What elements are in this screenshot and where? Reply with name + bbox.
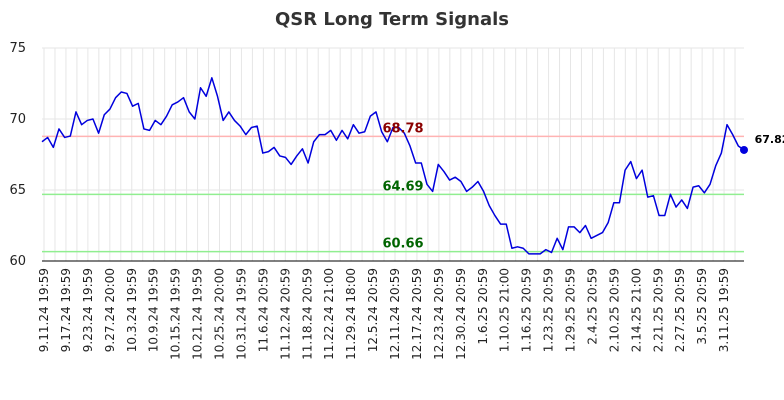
x-tick-label: 10.25.24 20:00: [213, 268, 227, 360]
series-layer: [41, 77, 748, 255]
y-tick-label: 65: [9, 183, 26, 198]
x-tick-label: 3.5.25 20:59: [695, 268, 709, 345]
x-tick-label: 2.10.25 20:59: [607, 268, 621, 352]
x-tick-label: 1.6.25 20:59: [476, 268, 490, 345]
y-tick-label: 70: [9, 112, 26, 127]
x-tick-label: 12.30.24 20:59: [454, 268, 468, 360]
x-tick-label: 11.29.24 18:00: [344, 268, 358, 360]
x-tick-label: 2.14.25 21:00: [629, 268, 643, 352]
x-tick-label: 10.21.24 19:59: [191, 268, 205, 360]
level-label: 64.69: [382, 179, 423, 194]
x-tick-label: 1.16.25 20:59: [520, 268, 534, 352]
y-tick-label: 60: [9, 254, 26, 269]
x-tick-label: 9.23.24 19:59: [81, 268, 95, 352]
level-layer: [42, 135, 744, 253]
x-tick-label: 1.29.25 20:59: [564, 268, 578, 352]
y-tick-label: 75: [9, 41, 26, 56]
x-tick-label: 2.4.25 20:59: [585, 268, 599, 345]
x-tick-label: 12.17.24 20:59: [410, 268, 424, 360]
grid-layer: [42, 47, 744, 262]
x-tick-label: 11.12.24 20:59: [278, 268, 292, 360]
x-tick-label: 2.21.25 20:59: [651, 268, 665, 352]
x-tick-label: 11.22.24 21:00: [322, 268, 336, 360]
x-tick-label: 10.9.24 19:59: [147, 268, 161, 352]
x-tick-label: 1.10.25 21:00: [498, 268, 512, 352]
x-tick-label: 10.15.24 19:59: [169, 268, 183, 360]
x-tick-label: 3.11.25 19:59: [717, 268, 731, 352]
level-label: 60.66: [382, 237, 423, 252]
x-tick-label: 10.31.24 19:59: [234, 268, 248, 360]
x-tick-label: 1.23.25 20:59: [542, 268, 556, 352]
price-series-line: [41, 77, 745, 255]
level-label: 68.78: [382, 121, 423, 136]
label-layer: 60 65 70 75 9.11.24 19:59 9.17.24 19:59 9.23.2…: [9, 41, 784, 360]
last-value-label: 67.82: [755, 133, 784, 146]
x-tick-label: 9.11.24 19:59: [37, 268, 51, 352]
x-tick-label: 2.27.25 20:59: [673, 268, 687, 352]
x-tick-label: 12.5.24 20:59: [366, 268, 380, 352]
x-tick-label: 9.27.24 20:00: [103, 268, 117, 352]
x-tick-label: 10.3.24 19:59: [125, 268, 139, 352]
x-tick-label: 12.23.24 20:59: [432, 268, 446, 360]
x-tick-label: 12.11.24 20:59: [388, 268, 402, 360]
x-tick-label: 11.6.24 20:59: [256, 268, 270, 352]
last-point-marker: [740, 145, 748, 154]
x-tick-label: 9.17.24 19:59: [59, 268, 73, 352]
chart-title: QSR Long Term Signals: [275, 9, 509, 30]
x-tick-label: 11.18.24 20:59: [300, 268, 314, 360]
